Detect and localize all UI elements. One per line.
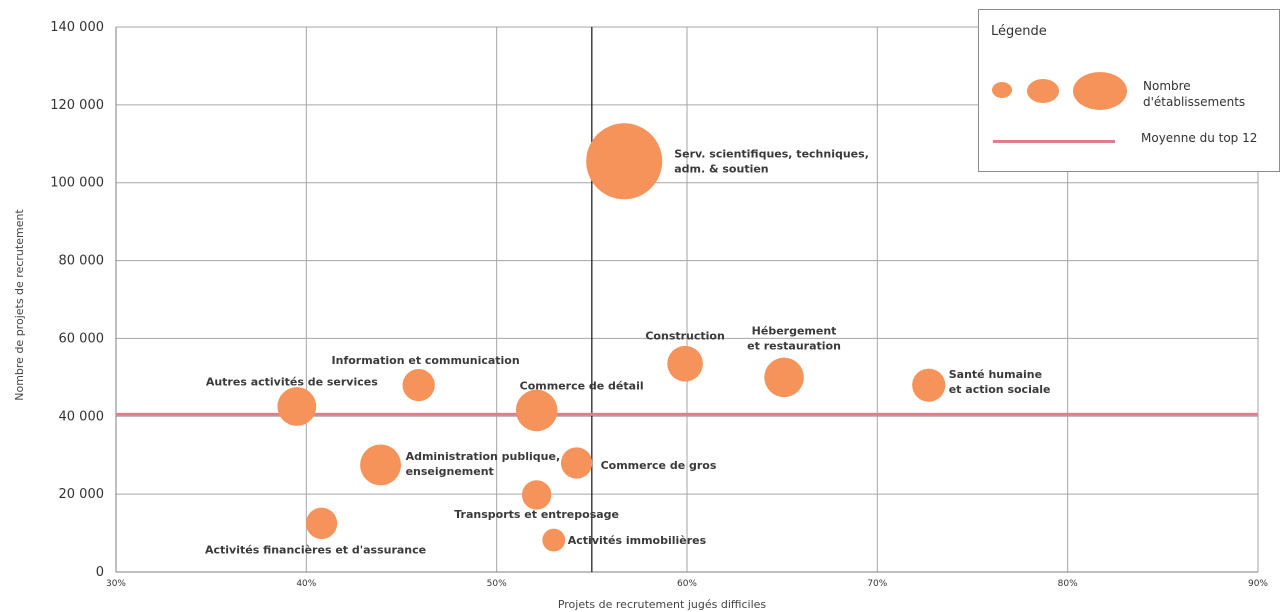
y-tick-label: 120 000 bbox=[50, 98, 104, 113]
bubble-label: Autres activités de services bbox=[206, 376, 378, 389]
bubble bbox=[305, 507, 338, 540]
legend-title: Légende bbox=[991, 24, 1047, 39]
bubble-label: Commerce de gros bbox=[601, 459, 717, 472]
y-tick-label: 100 000 bbox=[50, 176, 104, 191]
bubble bbox=[521, 480, 552, 510]
legend-line-label: Moyenne du top 12 bbox=[1141, 131, 1258, 145]
x-tick-label: 30% bbox=[106, 579, 126, 589]
legend-bubble-small bbox=[992, 82, 1012, 98]
bubble-label: Construction bbox=[645, 330, 724, 343]
y-tick-label: 0 bbox=[96, 565, 104, 580]
x-tick-label: 90% bbox=[1248, 579, 1268, 589]
bubble bbox=[560, 447, 593, 479]
legend-size-label: Nombre d'établissements bbox=[1143, 79, 1246, 109]
y-tick-label: 60 000 bbox=[59, 331, 105, 346]
bubble bbox=[402, 369, 435, 402]
bubble bbox=[277, 387, 317, 426]
y-axis-title: Nombre de projets de recrutement bbox=[13, 209, 26, 401]
axes: 0 20 000 40 000 60 000 80 000 100 000 120 000 1… bbox=[50, 20, 1268, 589]
x-tick-label: 60% bbox=[677, 579, 697, 589]
bubble-label: Activités financières et d'assurance bbox=[205, 543, 426, 556]
bubble bbox=[764, 357, 804, 398]
bubble-label: Information et communication bbox=[332, 354, 520, 367]
bubble-label: Administration publique, enseignement bbox=[406, 450, 561, 478]
legend-bubble-large bbox=[1073, 72, 1127, 110]
bubble bbox=[515, 389, 558, 432]
legend: Légende Nombre d'établissements Moyenne … bbox=[978, 9, 1280, 172]
x-axis-title: Projets de recrutement jugés difficiles bbox=[558, 598, 767, 611]
y-tick-label: 80 000 bbox=[59, 254, 105, 269]
bubble bbox=[542, 528, 566, 552]
bubbles bbox=[277, 123, 946, 552]
bubble bbox=[586, 123, 663, 200]
bubble-label: Santé humaine et action sociale bbox=[949, 368, 1051, 396]
bubble-label: Commerce de détail bbox=[520, 379, 644, 392]
bubble-label: Activités immobilières bbox=[568, 534, 707, 547]
legend-bubble-medium bbox=[1027, 79, 1059, 103]
x-tick-label: 80% bbox=[1058, 579, 1078, 589]
y-tick-label: 40 000 bbox=[59, 409, 105, 424]
x-tick-label: 50% bbox=[487, 579, 507, 589]
x-tick-label: 40% bbox=[296, 579, 316, 589]
bubble bbox=[667, 345, 703, 382]
bubble-label: Serv. scientifiques, techniques, adm. & s… bbox=[674, 147, 869, 175]
x-tick-label: 70% bbox=[867, 579, 887, 589]
bubble bbox=[360, 444, 402, 486]
bubble-label: Transports et entreposage bbox=[454, 508, 619, 521]
y-tick-label: 140 000 bbox=[50, 20, 104, 35]
bubble-labels: Serv. scientifiques, techniques, adm. & s… bbox=[205, 147, 1051, 556]
bubble bbox=[912, 368, 946, 402]
legend-mean-line bbox=[993, 140, 1115, 143]
bubble-label: Hébergement et restauration bbox=[747, 324, 841, 352]
y-tick-label: 20 000 bbox=[59, 487, 105, 502]
